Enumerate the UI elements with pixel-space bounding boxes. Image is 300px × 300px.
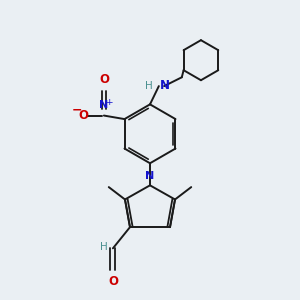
Text: N: N <box>146 171 154 181</box>
Text: N: N <box>159 79 170 92</box>
Text: O: O <box>108 275 118 288</box>
Text: +: + <box>105 98 112 107</box>
Text: O: O <box>99 73 109 86</box>
Text: N: N <box>99 100 109 110</box>
Text: O: O <box>78 109 88 122</box>
Text: H: H <box>100 242 108 252</box>
Text: −: − <box>72 104 82 117</box>
Text: H: H <box>145 80 152 91</box>
